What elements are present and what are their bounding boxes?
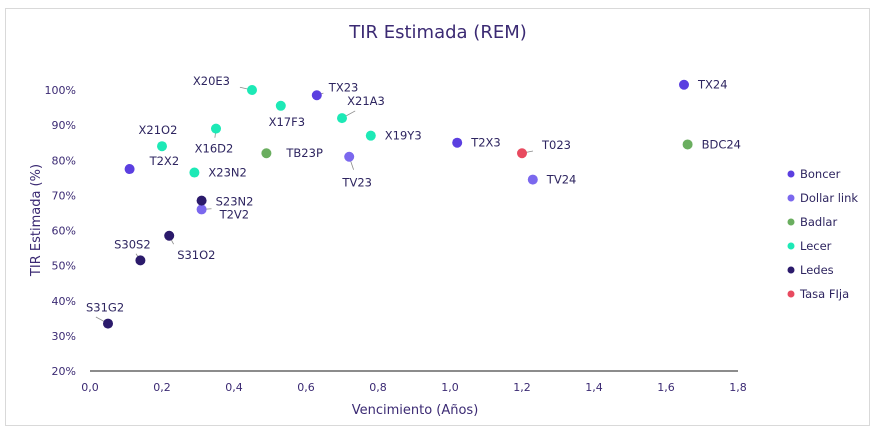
legend-label: Badlar (800, 215, 837, 229)
x-tick-label: 1,0 (441, 381, 459, 394)
point-label: X16D2 (195, 142, 234, 156)
legend-label: Dollar link (800, 191, 858, 205)
point-label: BDC24 (702, 137, 741, 151)
point-label: X21O2 (139, 123, 178, 137)
y-tick-label: 80% (52, 154, 76, 167)
y-tick-label: 100% (45, 84, 76, 97)
legend-label: Boncer (800, 167, 841, 181)
point-label: X23N2 (208, 166, 246, 180)
point-label: X17F3 (269, 115, 305, 129)
y-tick-label: 60% (52, 225, 76, 238)
data-point (452, 137, 463, 148)
point-label: TV24 (546, 173, 577, 187)
y-axis-title: TIR Estimada (%) (29, 164, 44, 277)
legend-marker (787, 266, 795, 274)
data-point (527, 174, 538, 185)
y-tick-label: 70% (52, 189, 76, 202)
x-tick-label: 0,6 (297, 381, 315, 394)
point-label: X21A3 (347, 94, 385, 108)
x-tick-label: 0,8 (369, 381, 387, 394)
data-point (682, 139, 693, 150)
legend-marker (787, 170, 795, 178)
data-point (124, 164, 135, 175)
x-tick-label: 1,4 (585, 381, 603, 394)
point-label: TV23 (341, 176, 372, 190)
x-tick-label: 1,2 (513, 381, 531, 394)
chart-frame (5, 8, 870, 426)
x-tick-label: 1,6 (657, 381, 675, 394)
y-tick-label: 90% (52, 119, 76, 132)
legend-marker (787, 194, 795, 202)
chart-title: TIR Estimada (REM) (348, 22, 527, 43)
axes: 0,0 0,2 0,4 0,6 0,8 1,0 1,2 1,4 1,6 1,8 20% 30% 40% 5… (45, 84, 747, 394)
point-label: S31G2 (86, 301, 124, 315)
legend: Boncer Dollar link Badlar Lecer Ledes Tasa FI… (787, 167, 858, 301)
data-point (164, 230, 175, 241)
y-tick-label: 20% (52, 365, 76, 378)
data-point (103, 318, 113, 329)
x-tick-label: 0,4 (225, 381, 243, 394)
legend-label: Tasa FIja (799, 287, 849, 301)
data-point (679, 79, 689, 90)
point-label: T023 (541, 138, 571, 152)
data-point (337, 113, 347, 124)
legend-marker (787, 290, 795, 298)
data-point (135, 255, 146, 266)
point-label: X20E3 (193, 74, 230, 88)
data-point (189, 167, 200, 178)
data-point (196, 195, 207, 206)
point-label: S23N2 (216, 195, 254, 209)
point-label: T2V2 (219, 207, 250, 221)
legend-label: Ledes (800, 263, 834, 277)
point-label: TB23P (285, 146, 323, 160)
data-point (365, 130, 376, 141)
legend-marker (787, 218, 795, 226)
x-tick-label: 0,2 (153, 381, 171, 394)
legend-marker (787, 242, 795, 250)
data-point (247, 85, 257, 95)
data-point (211, 123, 221, 134)
y-tick-label: 30% (52, 330, 76, 343)
data-point (517, 148, 527, 159)
data-point (196, 204, 207, 215)
y-tick-label: 40% (52, 295, 76, 308)
data-point (311, 90, 322, 101)
data-point (157, 141, 167, 152)
data-point (344, 151, 355, 162)
point-label: TX23 (328, 80, 359, 94)
x-tick-label: 0,0 (81, 381, 99, 394)
y-tick-label: 50% (52, 260, 76, 273)
point-label: TX24 (697, 78, 728, 92)
x-axis-title: Vencimiento (Años) (352, 403, 479, 418)
point-label: S31O2 (177, 248, 215, 262)
point-label: X19Y3 (385, 129, 422, 143)
data-point (261, 148, 272, 159)
point-label: S30S2 (114, 237, 151, 251)
legend-label: Lecer (800, 239, 832, 253)
data-point (275, 100, 286, 111)
point-label: T2X3 (470, 136, 501, 150)
data-points: TX23 TX24 T2X3 T2X2 TV23 TV24 T2V2 TB23P BDC24 X2… (86, 74, 741, 329)
x-tick-label: 1,8 (729, 381, 747, 394)
point-label: T2X2 (149, 154, 180, 168)
